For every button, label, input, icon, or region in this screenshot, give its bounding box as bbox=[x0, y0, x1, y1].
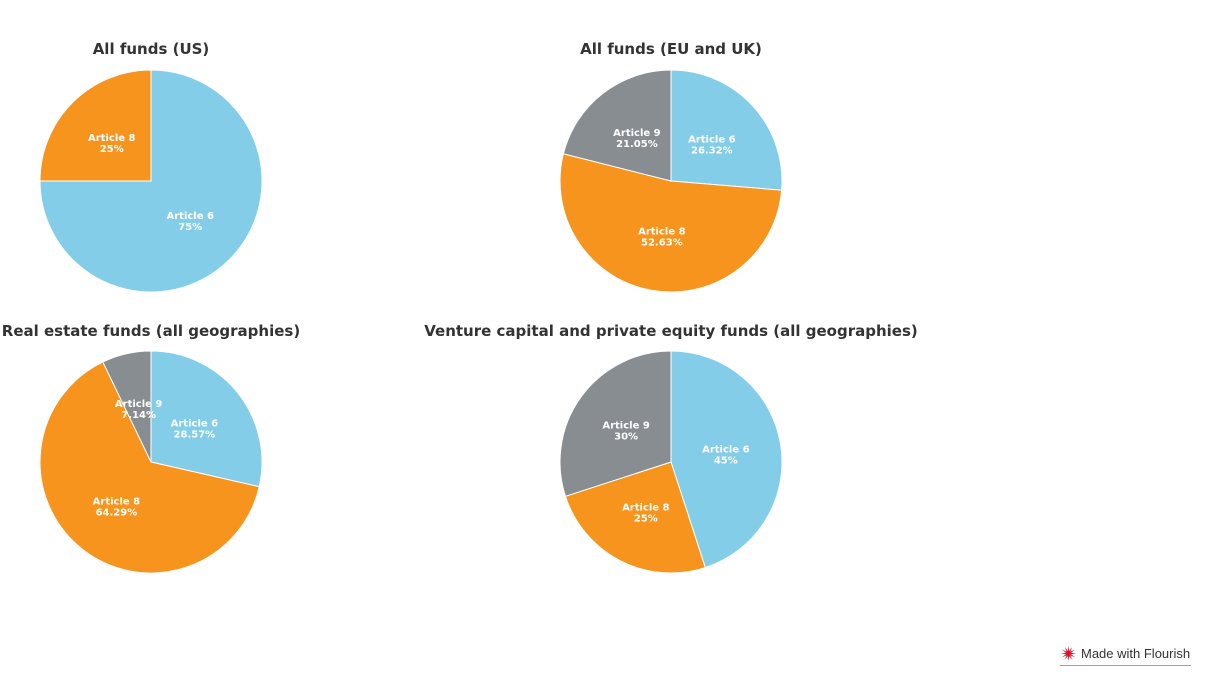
slice-label-article-8: Article 8 25% bbox=[622, 502, 669, 524]
pie-slice-article-6[interactable] bbox=[670, 69, 783, 191]
made-with-flourish-link[interactable]: Made with Flourish bbox=[1060, 641, 1191, 666]
slice-label-article-8: Article 8 64.29% bbox=[93, 496, 140, 518]
pie-slice-article-9[interactable] bbox=[562, 69, 672, 182]
pie-slice-article-8[interactable] bbox=[39, 361, 260, 574]
pie-slice-article-8[interactable] bbox=[564, 461, 706, 574]
pie-title: Venture capital and private equity funds… bbox=[424, 322, 917, 340]
slice-label-article-9: Article 9 7.14% bbox=[115, 399, 162, 421]
pie-chart-1: All funds (US) Article 6 75% Article 8 25% bbox=[39, 40, 263, 293]
flourish-logo-icon bbox=[1060, 645, 1077, 661]
slice-label-article-6: Article 6 75% bbox=[167, 211, 214, 233]
pie-slice-article-8[interactable] bbox=[559, 153, 783, 293]
pie-slice-article-6[interactable] bbox=[150, 350, 263, 488]
pie-slice-article-9[interactable] bbox=[559, 350, 672, 497]
slice-label-article-6: Article 6 28.57% bbox=[171, 418, 218, 440]
pie-slice-article-6[interactable] bbox=[670, 350, 783, 569]
pie-chart-2: All funds (EU and UK) Article 6 26.32% Arti… bbox=[559, 40, 783, 293]
pie-chart-3: Real estate funds (all geographies) Artic… bbox=[2, 322, 300, 574]
slice-label-article-6: Article 6 26.32% bbox=[688, 134, 735, 156]
pie-slice-article-9[interactable] bbox=[102, 350, 152, 463]
slice-label-article-9: Article 9 21.05% bbox=[613, 128, 660, 150]
pie-slice-article-8[interactable] bbox=[39, 69, 152, 182]
slice-label-article-6: Article 6 45% bbox=[702, 444, 749, 466]
pie-title: All funds (EU and UK) bbox=[580, 40, 762, 58]
slice-label-article-8: Article 8 25% bbox=[88, 133, 135, 155]
slice-label-article-9: Article 9 30% bbox=[602, 420, 649, 442]
pie-chart-4: Venture capital and private equity funds… bbox=[424, 322, 918, 574]
pie-title: All funds (US) bbox=[93, 40, 210, 58]
pie-title: Real estate funds (all geographies) bbox=[2, 322, 300, 340]
slice-label-article-8: Article 8 52.63% bbox=[638, 227, 685, 249]
made-with-flourish-label: Made with Flourish bbox=[1081, 645, 1191, 661]
